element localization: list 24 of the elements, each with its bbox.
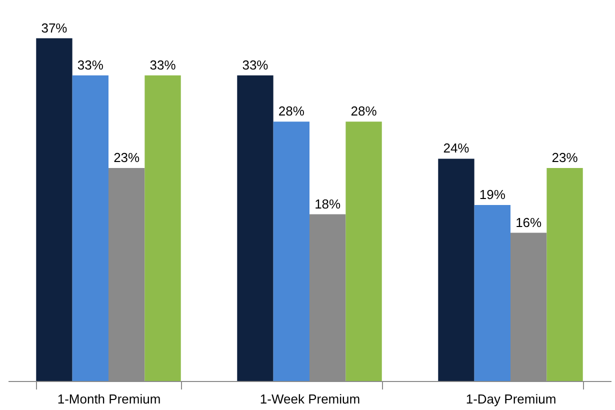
bar <box>438 158 474 381</box>
data-label: 28% <box>350 104 378 119</box>
bar <box>144 75 181 381</box>
data-label: 24% <box>443 140 470 156</box>
bar <box>346 122 382 381</box>
data-label: 23% <box>552 150 578 165</box>
x-tick-label: 1-Week Premium <box>260 392 360 406</box>
data-label: 23% <box>114 150 140 165</box>
data-label: 28% <box>278 104 305 119</box>
data-label: 19% <box>479 187 506 202</box>
bar <box>237 75 274 381</box>
data-label: 18% <box>314 196 342 212</box>
bar <box>72 75 108 381</box>
x-tick-label: 1-Day Premium <box>466 392 556 406</box>
bar <box>474 205 510 381</box>
bar <box>36 38 72 381</box>
bar <box>273 122 310 381</box>
data-label: 37% <box>41 20 68 36</box>
bar <box>546 168 583 381</box>
data-label: 16% <box>516 214 542 230</box>
data-label: 33% <box>77 57 104 72</box>
data-label: 33% <box>242 57 269 72</box>
data-label: 33% <box>150 57 176 72</box>
x-tick-label: 1-Month Premium <box>57 392 161 406</box>
